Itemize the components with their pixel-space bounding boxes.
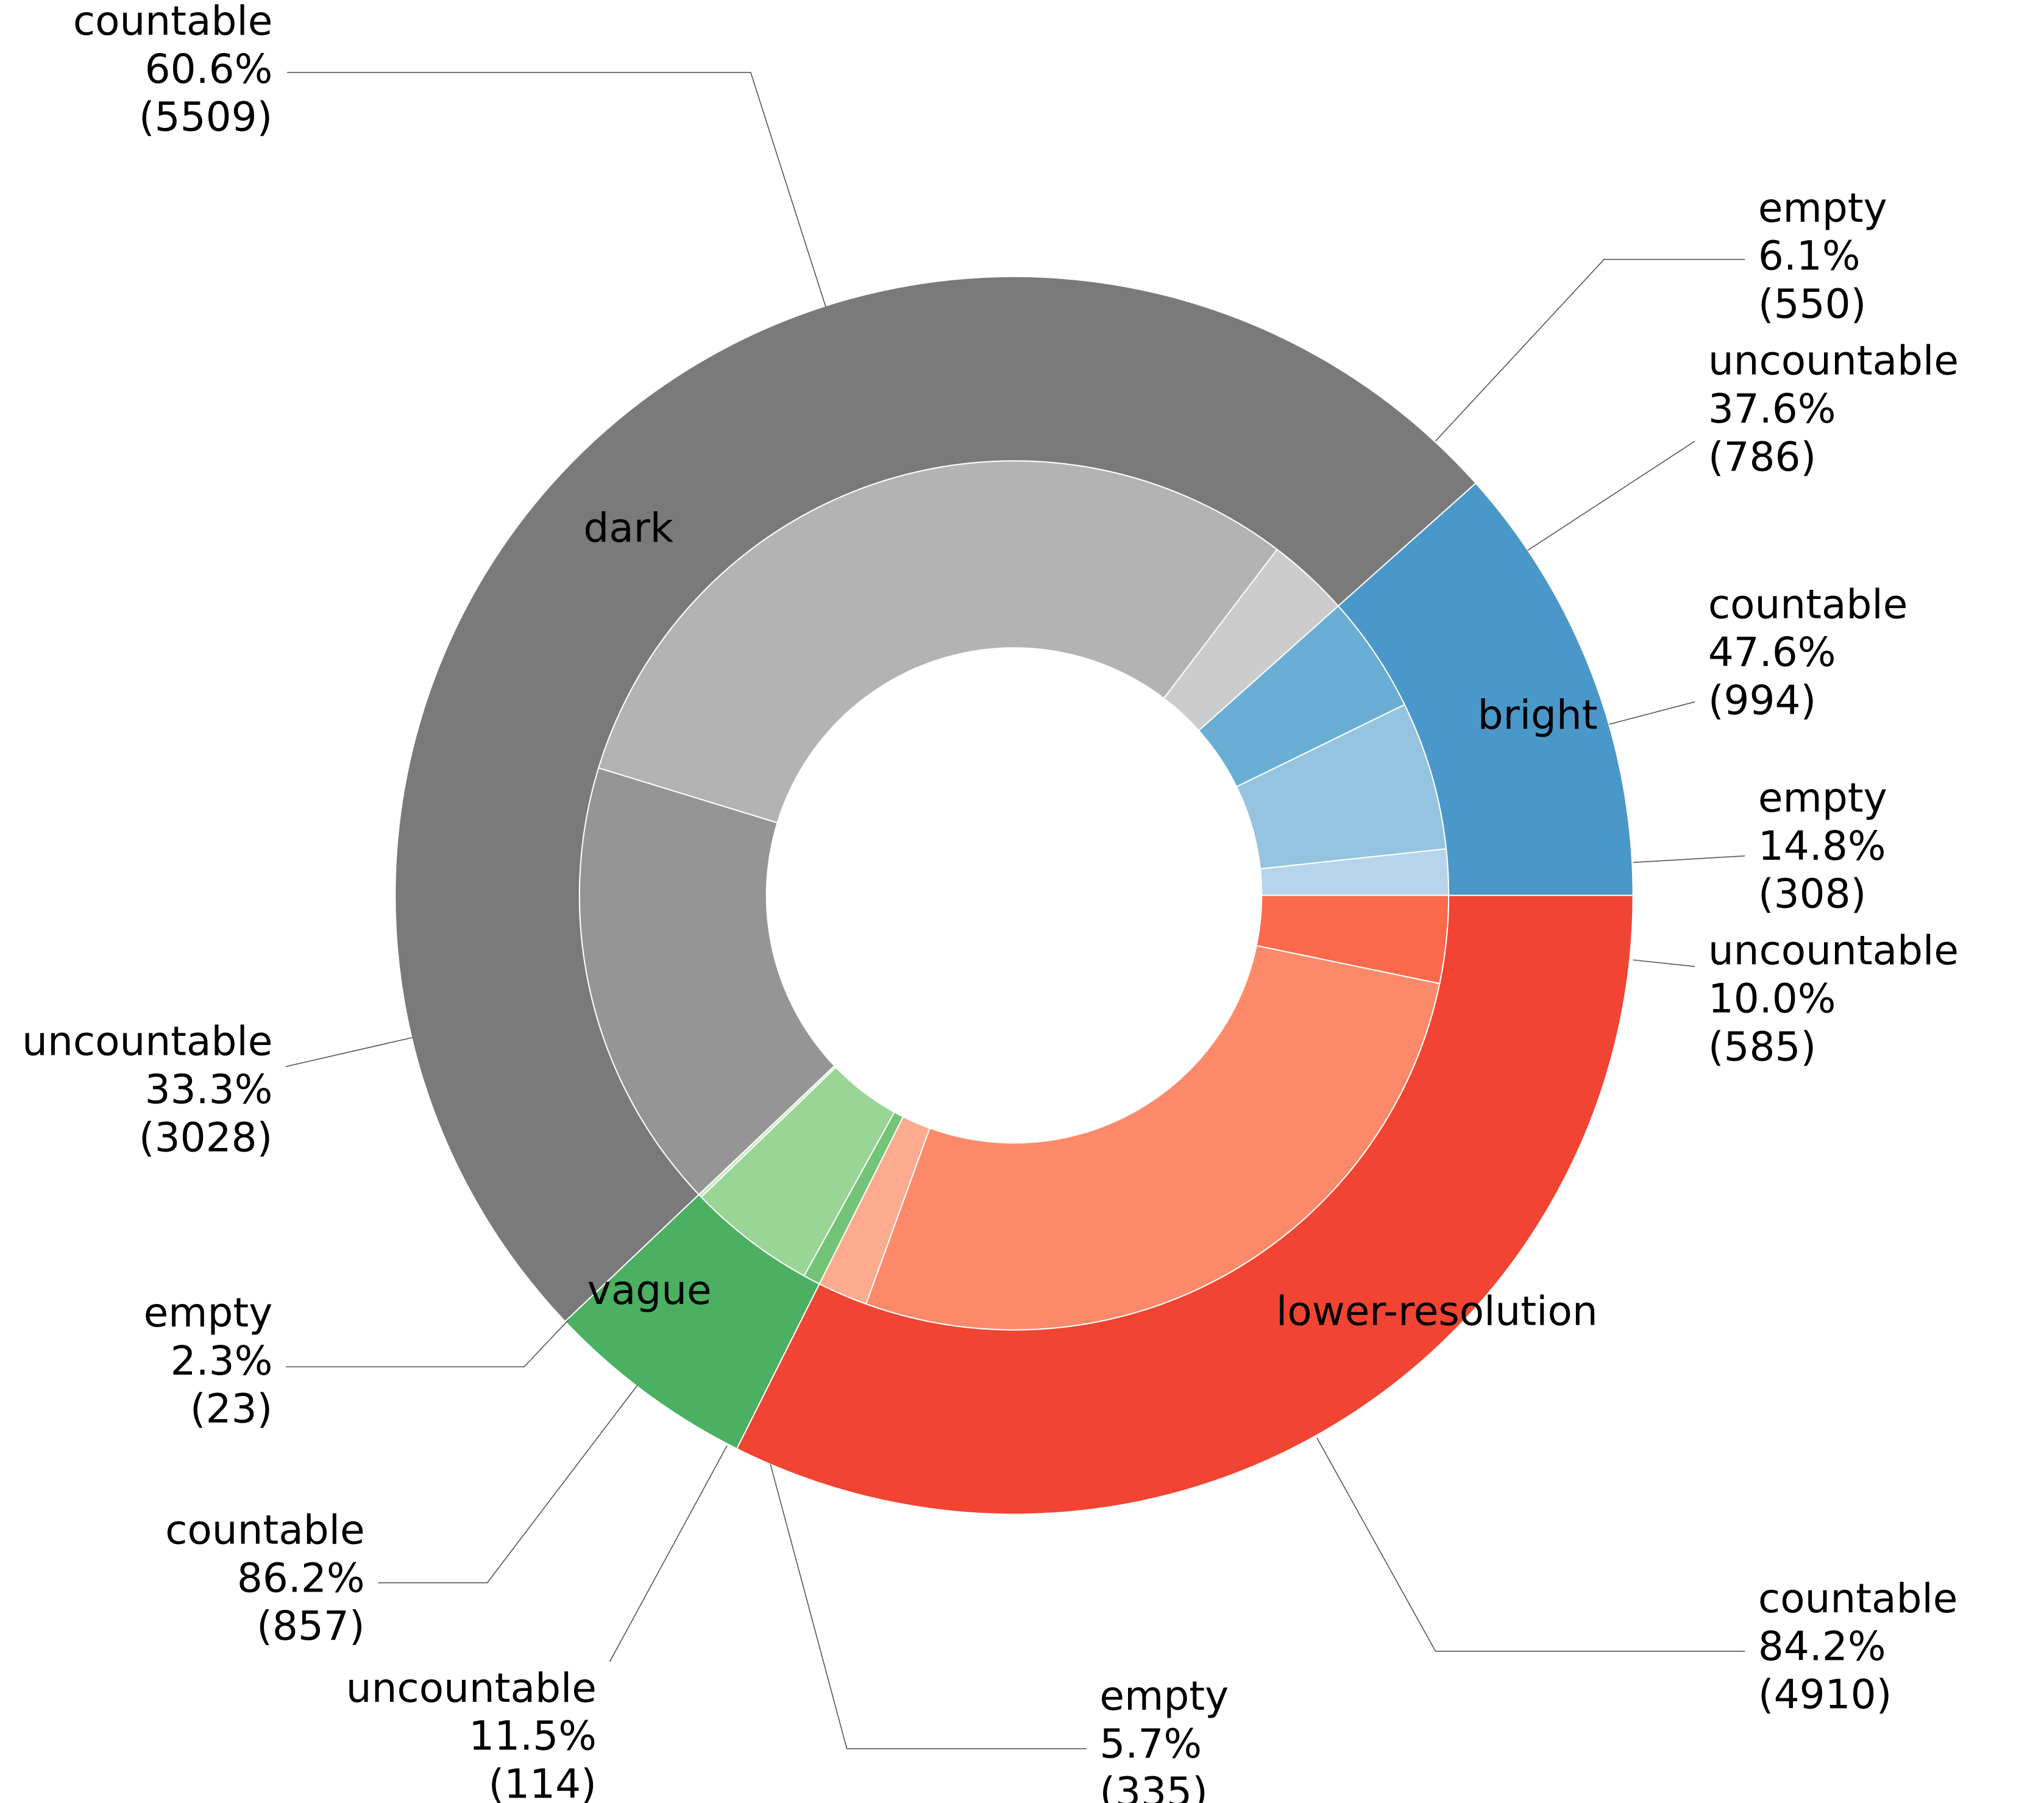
leader-line-lower-resolution-countable (1316, 1437, 1745, 1652)
group-label-dark: dark (583, 505, 673, 551)
label-percent: 14.8% (1758, 823, 1886, 870)
label-name: empty (1758, 774, 1887, 821)
leader-line-bright-countable (1609, 701, 1695, 725)
group-labels: dark bright vague lower-resolution (583, 505, 1597, 1335)
slice-label-dark-countable: countable 60.6% (5509) (73, 0, 273, 141)
slice-label-bright-empty: empty 14.8% (308) (1758, 774, 1887, 918)
label-percent: 2.3% (171, 1337, 273, 1384)
label-name: countable (73, 0, 273, 44)
label-count: (5509) (139, 94, 272, 141)
label-count: (4910) (1758, 1671, 1892, 1718)
slice-label-dark-empty: empty 6.1% (550) (1758, 185, 1887, 328)
inner-slice-dark-countable (597, 460, 1278, 824)
label-count: (550) (1758, 281, 1866, 328)
leader-line-dark-countable (287, 72, 826, 307)
label-count: (786) (1708, 433, 1816, 480)
slice-label-bright-uncountable: uncountable 37.6% (786) (1708, 337, 1959, 480)
label-name: countable (165, 1506, 365, 1553)
leader-line-vague-countable (378, 1384, 638, 1584)
group-label-bright: bright (1478, 692, 1598, 739)
leader-lines (285, 72, 1745, 1749)
label-name: empty (1099, 1673, 1229, 1720)
leader-line-lower-resolution-empty (770, 1464, 1087, 1749)
slice-label-dark-uncountable: uncountable 33.3% (3028) (22, 1018, 272, 1161)
label-name: uncountable (22, 1018, 272, 1065)
label-percent: 86.2% (237, 1554, 365, 1601)
label-percent: 5.7% (1099, 1721, 1202, 1768)
leader-line-bright-uncountable (1527, 441, 1695, 551)
slice-labels: countable 60.6% (5509)empty 6.1% (550)uncoun… (22, 0, 1959, 1803)
leader-line-vague-uncountable (609, 1445, 728, 1662)
slice-label-vague-countable: countable 86.2% (857) (165, 1506, 365, 1649)
inner-slice-lower-resolution-countable (865, 944, 1441, 1331)
slice-label-lower-resolution-countable: countable 84.2% (4910) (1758, 1575, 1958, 1718)
label-name: uncountable (1708, 927, 1959, 974)
slice-label-vague-uncountable: uncountable 11.5% (114) (346, 1665, 597, 1803)
label-count: (585) (1708, 1023, 1816, 1070)
label-percent: 84.2% (1758, 1623, 1886, 1670)
label-count: (308) (1758, 871, 1866, 918)
label-name: empty (1758, 185, 1887, 232)
inner-slice-dark-uncountable (578, 767, 836, 1196)
inner-slice-lower-resolution-uncountable (1255, 894, 1450, 985)
leader-line-lower-resolution-uncountable (1633, 959, 1695, 967)
leader-line-dark-empty (1435, 258, 1745, 442)
leader-line-dark-uncountable (285, 1037, 413, 1068)
label-count: (994) (1708, 677, 1816, 724)
label-count: (857) (257, 1603, 364, 1649)
label-name: empty (144, 1289, 273, 1336)
label-percent: 47.6% (1708, 629, 1836, 676)
slice-label-lower-resolution-uncountable: uncountable 10.0% (585) (1708, 927, 1959, 1071)
label-count: (23) (190, 1386, 272, 1433)
label-name: uncountable (346, 1665, 597, 1712)
label-percent: 37.6% (1708, 385, 1836, 432)
label-percent: 33.3% (145, 1066, 273, 1113)
label-percent: 11.5% (469, 1713, 597, 1760)
label-count: (335) (1099, 1769, 1207, 1803)
label-name: countable (1708, 581, 1908, 628)
slice-label-bright-countable: countable 47.6% (994) (1708, 581, 1908, 724)
inner-ring (578, 460, 1450, 1331)
group-label-vague: vague (587, 1267, 712, 1314)
group-label-lower-resolution: lower-resolution (1276, 1288, 1598, 1335)
label-percent: 6.1% (1758, 233, 1861, 280)
leader-line-bright-empty (1633, 855, 1745, 863)
label-percent: 60.6% (145, 46, 273, 93)
label-count: (114) (488, 1761, 596, 1803)
label-percent: 10.0% (1708, 976, 1836, 1022)
label-name: countable (1758, 1575, 1958, 1622)
leader-line-vague-empty (285, 1319, 570, 1367)
slice-label-lower-resolution-empty: empty 5.7% (335) (1099, 1673, 1229, 1803)
label-name: uncountable (1708, 337, 1959, 384)
slice-label-vague-empty: empty 2.3% (23) (144, 1289, 273, 1433)
label-count: (3028) (139, 1114, 272, 1161)
